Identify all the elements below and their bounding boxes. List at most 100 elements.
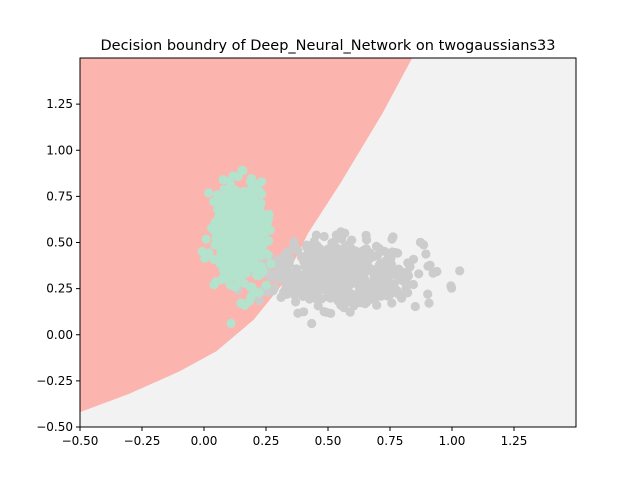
data-point: [218, 175, 228, 185]
data-point: [231, 236, 241, 246]
data-point: [261, 280, 271, 290]
data-point: [216, 221, 226, 231]
data-point: [280, 277, 290, 287]
data-point: [388, 232, 398, 242]
data-point: [201, 234, 211, 244]
data-point: [217, 200, 227, 210]
data-point: [234, 270, 244, 280]
data-point: [278, 269, 288, 279]
data-point: [324, 283, 334, 293]
data-point: [307, 318, 317, 329]
data-point: [336, 227, 346, 237]
data-point: [425, 260, 435, 270]
data-point: [387, 298, 397, 308]
data-point: [253, 234, 263, 244]
data-point: [309, 236, 319, 246]
data-point: [315, 247, 325, 257]
data-point: [243, 255, 253, 265]
data-point: [419, 240, 429, 250]
data-point: [310, 282, 320, 292]
data-point: [313, 301, 323, 311]
data-point: [252, 270, 262, 280]
data-point: [204, 188, 214, 198]
y-tick-label: 0.25: [46, 282, 73, 296]
data-point: [282, 247, 292, 257]
data-point: [347, 262, 357, 272]
data-point: [260, 248, 270, 258]
data-point: [241, 190, 251, 200]
data-point: [381, 288, 391, 298]
data-point: [243, 264, 253, 274]
data-point: [254, 296, 264, 306]
data-point: [281, 262, 291, 272]
data-point: [423, 289, 433, 299]
data-point: [244, 296, 254, 306]
data-point: [268, 286, 278, 296]
data-point: [329, 262, 339, 272]
plot-area: [80, 58, 576, 427]
data-point: [262, 221, 272, 231]
data-point: [288, 268, 298, 278]
data-point: [233, 226, 243, 236]
data-point: [408, 279, 418, 290]
data-point: [218, 237, 228, 248]
x-tick-label: 1.25: [501, 434, 528, 448]
data-point: [293, 246, 303, 256]
data-point: [238, 166, 248, 176]
data-point: [293, 283, 303, 293]
data-point: [347, 235, 357, 245]
data-point: [398, 267, 408, 277]
data-point: [214, 210, 224, 220]
data-point: [383, 254, 393, 264]
y-tick-label: −0.50: [36, 420, 73, 434]
data-point: [213, 192, 223, 202]
data-point: [226, 318, 236, 328]
data-point: [357, 288, 367, 298]
data-point: [246, 213, 256, 223]
data-point: [236, 214, 247, 224]
data-point: [319, 231, 329, 242]
y-tick-label: 1.25: [46, 97, 73, 111]
data-point: [344, 277, 354, 287]
data-point: [428, 268, 438, 278]
x-tick-label: 0.00: [191, 434, 218, 448]
y-tick-label: 0.50: [46, 236, 73, 250]
data-point: [455, 266, 465, 276]
data-point: [266, 259, 276, 269]
data-point: [362, 235, 372, 245]
x-tick-label: −0.50: [62, 434, 99, 448]
x-axis: −0.50 −0.25 0.00 0.25 0.50 0.75 1.00 1.25: [62, 427, 528, 448]
data-point: [229, 243, 240, 253]
data-point: [216, 249, 226, 260]
data-point: [276, 255, 286, 265]
data-point: [200, 253, 210, 263]
data-point: [323, 252, 333, 262]
data-point: [299, 307, 309, 317]
data-point: [392, 287, 402, 297]
data-point: [209, 280, 219, 290]
data-point: [302, 240, 312, 250]
data-point: [385, 262, 395, 272]
x-tick-label: 0.50: [315, 434, 342, 448]
data-point: [410, 301, 420, 312]
data-point: [306, 292, 316, 302]
data-point: [282, 289, 292, 299]
data-point: [391, 270, 401, 280]
data-point: [319, 307, 329, 317]
data-point: [291, 297, 301, 307]
x-tick-label: 0.75: [377, 434, 404, 448]
chart-title: Decision boundry of Deep_Neural_Network …: [100, 38, 555, 54]
data-point: [269, 271, 279, 281]
data-point: [374, 244, 384, 254]
data-point: [256, 177, 267, 187]
data-point: [317, 294, 327, 304]
data-point: [226, 180, 236, 190]
data-point: [255, 207, 265, 217]
data-point: [399, 276, 409, 286]
data-point: [370, 280, 380, 290]
data-point: [345, 295, 355, 306]
data-point: [222, 258, 232, 268]
data-point: [424, 298, 434, 308]
data-point: [408, 254, 419, 264]
